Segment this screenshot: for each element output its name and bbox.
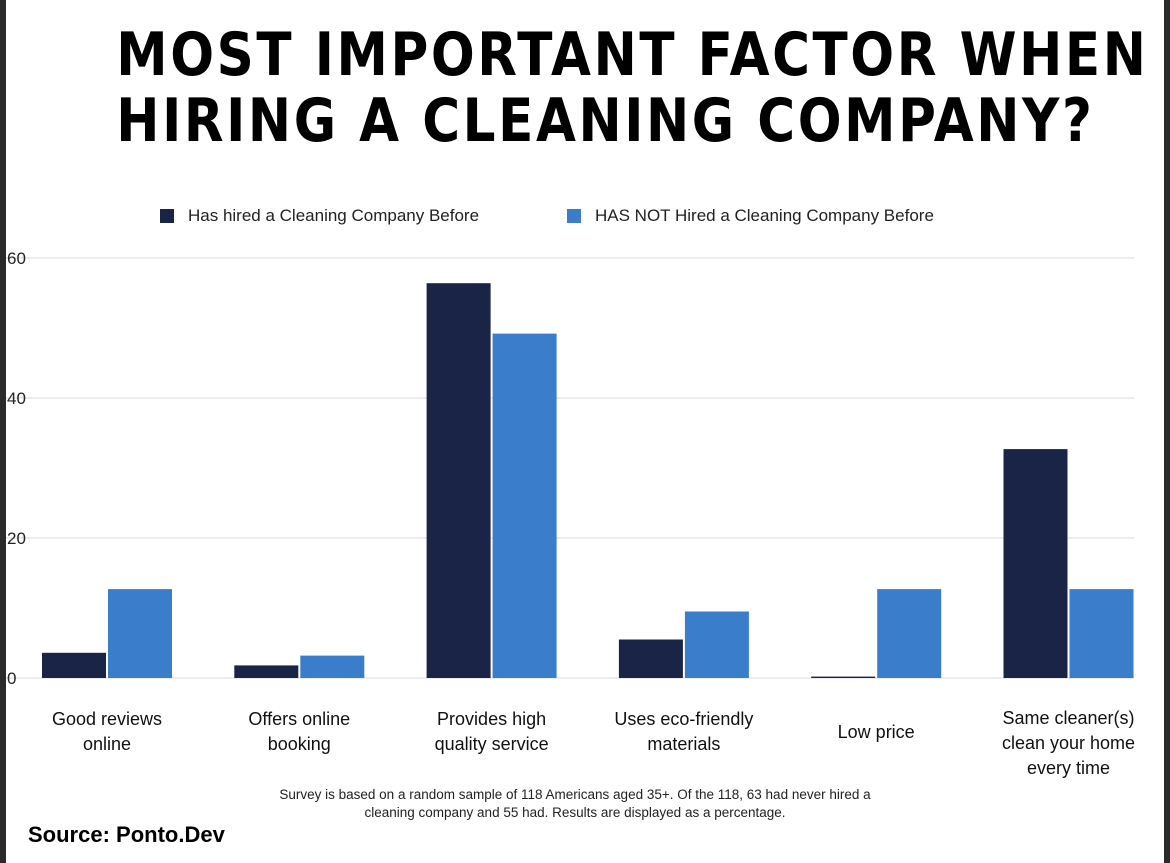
bar-not-hired-5	[1069, 589, 1134, 678]
x-category-label-1: Offers online booking	[204, 707, 394, 757]
x-category-label-line: materials	[647, 734, 721, 754]
legend-item-not-hired: HAS NOT Hired a Cleaning Company Before	[567, 206, 934, 226]
bar-hired-2	[426, 283, 491, 678]
footnote-line-2: cleaning company and 55 had. Results are…	[364, 805, 786, 820]
x-category-label-line: online	[82, 734, 132, 754]
footnote: Survey is based on a random sample of 11…	[160, 786, 990, 822]
bar-hired-4	[811, 676, 876, 678]
x-category-label-line: Uses eco-friendly	[614, 709, 754, 729]
x-category-label-line: quality service	[434, 734, 549, 754]
bar-not-hired-2	[492, 333, 557, 678]
footnote-line-1: Survey is based on a random sample of 11…	[279, 787, 871, 802]
y-tick-label: 20	[7, 529, 26, 548]
x-category-label-5: Same cleaner(s) clean your home every time	[974, 706, 1164, 781]
x-category-label-line: every time	[1026, 757, 1111, 778]
x-category-label-line: Same cleaner(s)	[1002, 707, 1135, 728]
bar-not-hired-1	[300, 655, 365, 678]
bar-hired-5	[1003, 449, 1068, 678]
bar-not-hired-4	[877, 589, 942, 678]
legend-label-not-hired: HAS NOT Hired a Cleaning Company Before	[595, 206, 934, 225]
title-line-2: HIRING A CLEANING COMPANY?	[116, 86, 1095, 156]
y-tick-label: 0	[7, 669, 16, 688]
y-tick-label: 40	[7, 389, 26, 408]
x-category-label-4: Low price	[781, 720, 971, 745]
legend-swatch-hired	[160, 209, 174, 223]
chart-title: MOST IMPORTANT FACTOR WHEN HIRING A CLEA…	[116, 20, 1149, 156]
x-category-label-3: Uses eco-friendly materials	[589, 707, 779, 757]
x-category-label-0: Good reviews online	[12, 707, 202, 757]
x-category-label-line: booking	[267, 734, 331, 754]
x-category-label-2: Provides high quality service	[397, 707, 587, 757]
x-category-label-line: Low price	[837, 721, 915, 742]
x-category-label-line: Offers online	[248, 709, 351, 729]
y-tick-label: 60	[7, 249, 26, 268]
bar-chart: 0 20 40 60	[6, 249, 1134, 688]
bar-not-hired-0	[108, 589, 172, 678]
legend: Has hired a Cleaning Company Before HAS …	[0, 206, 1170, 236]
x-category-label-line: clean your home	[1001, 732, 1136, 753]
right-border	[1164, 0, 1170, 863]
x-category-label-line: Provides high	[437, 709, 547, 729]
x-category-label-line: Good reviews	[51, 709, 163, 729]
legend-swatch-not-hired	[567, 209, 581, 223]
bar-hired-3	[618, 639, 683, 678]
legend-label-hired: Has hired a Cleaning Company Before	[188, 206, 480, 225]
source-label: Source: Ponto.Dev	[28, 822, 225, 847]
bar-hired-0	[42, 652, 106, 678]
left-border	[0, 0, 6, 863]
title-line-1: MOST IMPORTANT FACTOR WHEN	[116, 20, 1149, 90]
legend-item-hired: Has hired a Cleaning Company Before	[160, 206, 479, 226]
bar-not-hired-3	[684, 611, 749, 678]
bar-hired-1	[234, 665, 299, 678]
